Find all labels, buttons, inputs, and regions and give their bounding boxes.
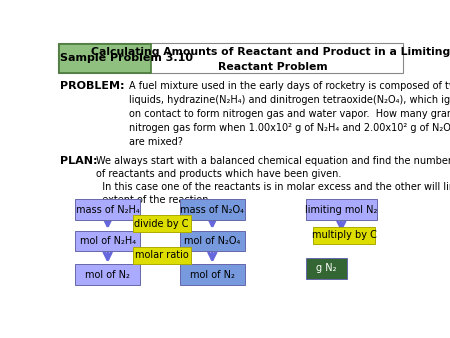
FancyBboxPatch shape — [180, 199, 245, 220]
Text: Calculating Amounts of Reactant and Product in a Limiting-: Calculating Amounts of Reactant and Prod… — [90, 47, 450, 56]
Text: nitrogen gas form when 1.00x10² g of N₂H₄ and 2.00x10² g of N₂O₄: nitrogen gas form when 1.00x10² g of N₂H… — [130, 123, 450, 133]
FancyBboxPatch shape — [306, 199, 377, 220]
FancyBboxPatch shape — [59, 44, 152, 73]
Text: liquids, hydrazine(N₂H₄) and dinitrogen tetraoxide(N₂O₄), which ignite: liquids, hydrazine(N₂H₄) and dinitrogen … — [130, 95, 450, 105]
FancyBboxPatch shape — [313, 227, 375, 244]
Text: In this case one of the reactants is in molar excess and the other will limit th: In this case one of the reactants is in … — [96, 183, 450, 192]
FancyBboxPatch shape — [306, 258, 347, 279]
Text: g N₂: g N₂ — [316, 263, 337, 273]
Text: molar ratio: molar ratio — [135, 250, 189, 260]
Text: Reactant Problem: Reactant Problem — [218, 62, 327, 72]
FancyBboxPatch shape — [76, 264, 140, 285]
FancyBboxPatch shape — [133, 247, 190, 264]
Text: extent of the reaction.: extent of the reaction. — [96, 195, 212, 206]
Text: limiting mol N₂: limiting mol N₂ — [305, 205, 378, 215]
Text: mol of N₂O₄: mol of N₂O₄ — [184, 236, 240, 246]
FancyBboxPatch shape — [76, 231, 140, 251]
Text: mol of N₂: mol of N₂ — [190, 270, 235, 280]
FancyBboxPatch shape — [76, 199, 140, 220]
Text: PLAN:: PLAN: — [60, 156, 97, 166]
Text: Sample Problem 3.10: Sample Problem 3.10 — [60, 53, 194, 63]
Text: mol of N₂H₄: mol of N₂H₄ — [80, 236, 136, 246]
Text: of reactants and products which have been given.: of reactants and products which have bee… — [96, 169, 342, 179]
Text: mol of N₂: mol of N₂ — [85, 270, 130, 280]
Bar — [58, 43, 403, 73]
Text: A fuel mixture used in the early days of rocketry is composed of two: A fuel mixture used in the early days of… — [130, 81, 450, 91]
Text: PROBLEM:: PROBLEM: — [60, 81, 124, 91]
Text: mass of N₂O₄: mass of N₂O₄ — [180, 205, 244, 215]
Text: We always start with a balanced chemical equation and find the number of mols: We always start with a balanced chemical… — [96, 156, 450, 166]
FancyBboxPatch shape — [180, 231, 245, 251]
Text: mass of N₂H₄: mass of N₂H₄ — [76, 205, 140, 215]
FancyBboxPatch shape — [133, 215, 190, 232]
Text: multiply by Ϲ: multiply by Ϲ — [311, 230, 376, 240]
Text: are mixed?: are mixed? — [130, 137, 183, 147]
FancyBboxPatch shape — [180, 264, 245, 285]
Text: on contact to form nitrogen gas and water vapor.  How many grams of: on contact to form nitrogen gas and wate… — [130, 109, 450, 119]
Text: divide by Ϲ: divide by Ϲ — [135, 219, 189, 229]
